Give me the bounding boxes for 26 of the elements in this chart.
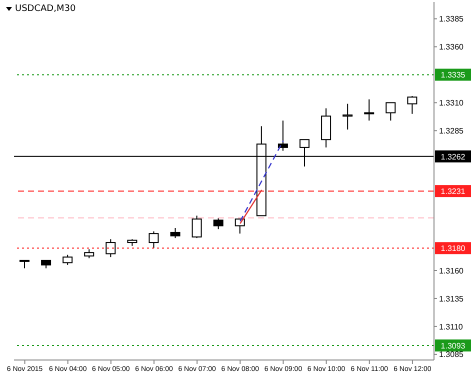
ref-line-label: 1.3335 [440, 70, 466, 80]
candlestick [364, 98, 374, 122]
candlestick [148, 230, 159, 249]
candlestick [213, 217, 224, 230]
y-tick-label: 1.3285 [439, 126, 464, 136]
candlestick [407, 95, 418, 114]
y-tick-label: 1.3310 [439, 98, 464, 108]
y-tick-label: 1.3160 [439, 266, 464, 276]
candlestick [62, 254, 73, 266]
ref-line-label: 1.3180 [440, 244, 466, 254]
y-tick-label: 1.3135 [439, 294, 464, 304]
ref-line-label: 1.3093 [440, 341, 466, 350]
chart-title: USDCAD,M30 [15, 4, 76, 14]
candlestick [321, 108, 332, 148]
candlestick [278, 120, 288, 152]
y-tick-label: 1.3385 [439, 14, 464, 24]
candlestick [386, 102, 396, 122]
y-tick-label: 1.3110 [439, 322, 464, 332]
ref-line-label: 1.3262 [440, 152, 466, 162]
candlestick [192, 215, 202, 239]
candlestick [342, 103, 353, 130]
ref-line-label: 1.3231 [440, 187, 466, 196]
y-tick-label: 1.3085 [439, 350, 464, 360]
y-tick-label: 1.3360 [439, 42, 464, 52]
candlestick [106, 238, 116, 258]
candlestick [170, 227, 180, 239]
